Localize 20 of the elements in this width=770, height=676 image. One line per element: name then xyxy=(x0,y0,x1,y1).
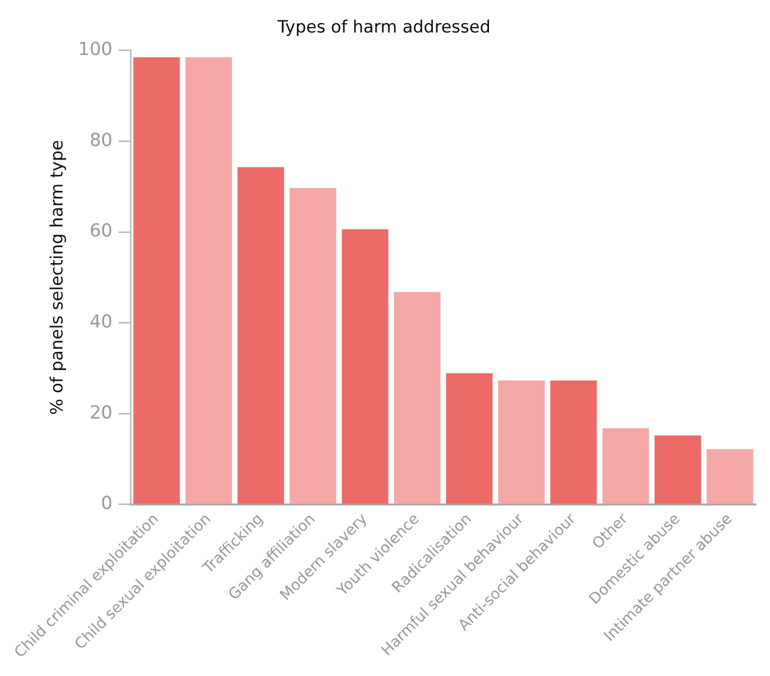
bar xyxy=(654,435,702,504)
bar xyxy=(550,380,597,504)
bar xyxy=(498,380,545,504)
bar xyxy=(602,428,649,504)
bar xyxy=(290,188,336,504)
bar xyxy=(238,167,284,504)
bar xyxy=(394,292,440,504)
y-tick-label: 60 xyxy=(90,220,113,242)
y-tick-label: 40 xyxy=(90,312,113,333)
bar xyxy=(342,229,388,504)
y-axis-title: % of panels selecting harm type xyxy=(47,140,68,415)
y-tick-label: 20 xyxy=(90,402,113,424)
bar xyxy=(185,57,232,504)
chart-title: Types of harm addressed xyxy=(276,18,490,38)
bar xyxy=(706,449,754,504)
y-tick-label: 100 xyxy=(78,39,113,60)
bar xyxy=(133,57,180,504)
y-tick-label: 80 xyxy=(90,130,113,151)
y-tick-label: 0 xyxy=(101,493,113,514)
bar xyxy=(446,373,493,504)
